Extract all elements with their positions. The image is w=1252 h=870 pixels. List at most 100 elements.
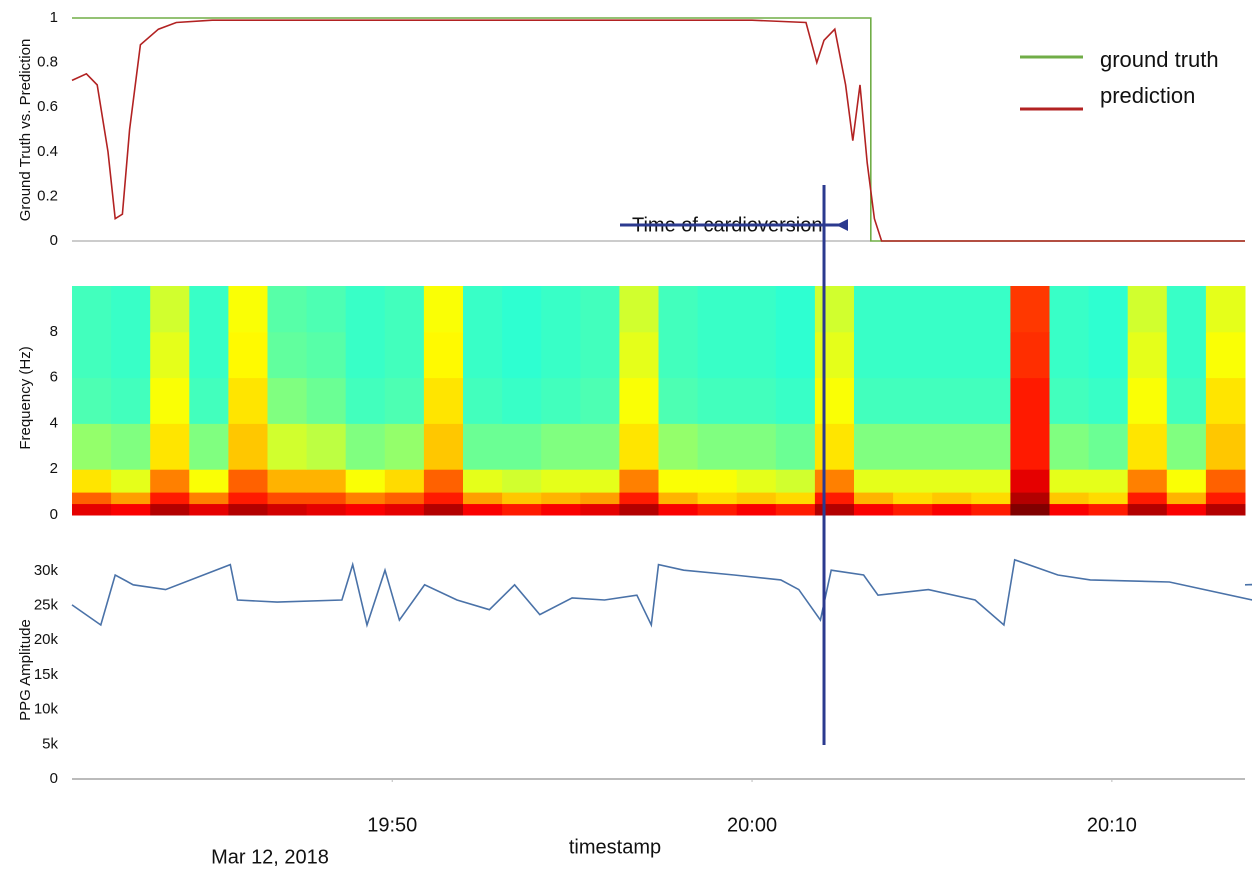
heatmap-cell bbox=[384, 377, 425, 424]
heatmap-cell bbox=[854, 492, 894, 505]
heatmap-cell bbox=[619, 423, 659, 470]
heatmap-cell bbox=[971, 469, 1011, 493]
heatmap-cell bbox=[423, 492, 464, 505]
heatmap-cell bbox=[775, 377, 816, 424]
heatmap-cell bbox=[72, 286, 112, 333]
heatmap-cell bbox=[1010, 377, 1050, 424]
series-line bbox=[71, 558, 1252, 628]
heatmap-cell bbox=[150, 423, 190, 470]
heatmap-cell bbox=[580, 469, 620, 493]
heatmap-cell bbox=[306, 377, 347, 424]
heatmap-cell bbox=[463, 377, 503, 424]
heatmap-cell bbox=[775, 469, 816, 493]
heatmap-cell bbox=[384, 503, 425, 516]
heatmap-cell bbox=[658, 423, 699, 470]
heatmap-cell bbox=[1127, 492, 1168, 505]
y-tick-label: 0.4 bbox=[37, 143, 58, 160]
heatmap-cell bbox=[1010, 469, 1050, 493]
x-tick-label: 20:10 bbox=[1087, 814, 1137, 836]
heatmap-cell bbox=[111, 331, 151, 379]
heatmap-cell bbox=[932, 377, 972, 424]
heatmap-cell bbox=[775, 286, 816, 333]
heatmap-cell bbox=[658, 469, 699, 493]
heatmap-cell bbox=[502, 423, 542, 470]
heatmap-cell bbox=[502, 492, 542, 505]
heatmap-cell bbox=[932, 492, 972, 505]
heatmap-cell bbox=[1049, 469, 1090, 493]
heatmap-cell bbox=[72, 503, 112, 516]
heatmap-cell bbox=[345, 377, 386, 424]
y-tick-label: 8 bbox=[50, 323, 58, 340]
heatmap-cell bbox=[893, 377, 933, 424]
x-tick-label: 19:50 bbox=[367, 814, 417, 836]
heatmap-cell bbox=[1166, 377, 1207, 424]
heatmap-cell bbox=[189, 286, 229, 333]
heatmap-cell bbox=[189, 331, 229, 379]
heatmap-cell bbox=[814, 423, 855, 470]
heatmap-cell bbox=[189, 503, 229, 516]
heatmap-cell bbox=[814, 331, 855, 379]
x-axis-title: timestamp bbox=[569, 836, 661, 858]
y-tick-label: 0 bbox=[50, 770, 58, 787]
heatmap-cell bbox=[580, 492, 620, 505]
heatmap-cell bbox=[541, 503, 581, 516]
y-tick-label: 5k bbox=[42, 735, 58, 752]
heatmap-cell bbox=[697, 423, 738, 470]
heatmap-cell bbox=[502, 469, 542, 493]
heatmap-cell bbox=[1127, 503, 1168, 516]
heatmap-cell bbox=[150, 331, 190, 379]
y-tick-label: 0.6 bbox=[37, 98, 58, 115]
heatmap-cell bbox=[150, 286, 190, 333]
heatmap-cell bbox=[658, 377, 699, 424]
heatmap-cell bbox=[111, 286, 151, 333]
heatmap-cell bbox=[814, 492, 855, 505]
heatmap-cell bbox=[1205, 503, 1246, 516]
heatmap-cell bbox=[854, 331, 894, 379]
heatmap-cell bbox=[1049, 331, 1090, 379]
heatmap-cell bbox=[306, 423, 347, 470]
heatmap-cell bbox=[1127, 377, 1168, 424]
legend-label: prediction bbox=[1100, 83, 1195, 108]
heatmap-cell bbox=[541, 423, 581, 470]
annotation-arrowhead bbox=[836, 219, 849, 231]
heatmap-cell bbox=[1010, 423, 1050, 470]
heatmap-cell bbox=[971, 492, 1011, 505]
heatmap-cell bbox=[267, 286, 308, 333]
heatmap-cell bbox=[111, 503, 151, 516]
heatmap-cell bbox=[345, 286, 386, 333]
heatmap-cell bbox=[267, 377, 308, 424]
heatmap-cell bbox=[502, 377, 542, 424]
heatmap-cell bbox=[384, 492, 425, 505]
heatmap-cell bbox=[72, 469, 112, 493]
heatmap-cell bbox=[423, 503, 464, 516]
y-tick-label: 1 bbox=[50, 9, 58, 26]
heatmap-cell bbox=[1166, 503, 1207, 516]
heatmap-cell bbox=[971, 503, 1011, 516]
heatmap-cell bbox=[736, 377, 777, 424]
heatmap-cell bbox=[971, 331, 1011, 379]
heatmap-cell bbox=[736, 331, 777, 379]
heatmap-cell bbox=[541, 469, 581, 493]
heatmap-cell bbox=[1205, 469, 1246, 493]
heatmap-cell bbox=[775, 423, 816, 470]
heatmap-cell bbox=[345, 331, 386, 379]
heatmap-cell bbox=[619, 286, 659, 333]
heatmap-cell bbox=[893, 503, 933, 516]
heatmap-cell bbox=[1049, 286, 1090, 333]
heatmap-cell bbox=[736, 492, 777, 505]
heatmap-cell bbox=[697, 503, 738, 516]
heatmap-cell bbox=[1049, 377, 1090, 424]
heatmap-cell bbox=[1127, 286, 1168, 333]
heatmap-cell bbox=[814, 503, 855, 516]
heatmap-cell bbox=[1010, 286, 1050, 333]
heatmap-cell bbox=[1166, 331, 1207, 379]
x-tick-label: 20:00 bbox=[727, 814, 777, 836]
heatmap-cell bbox=[228, 286, 268, 333]
heatmap-cell bbox=[1166, 286, 1207, 333]
heatmap-cell bbox=[423, 331, 464, 379]
heatmap-cell bbox=[189, 377, 229, 424]
heatmap-cell bbox=[189, 423, 229, 470]
heatmap-cell bbox=[189, 469, 229, 493]
heatmap-cell bbox=[1088, 469, 1129, 493]
